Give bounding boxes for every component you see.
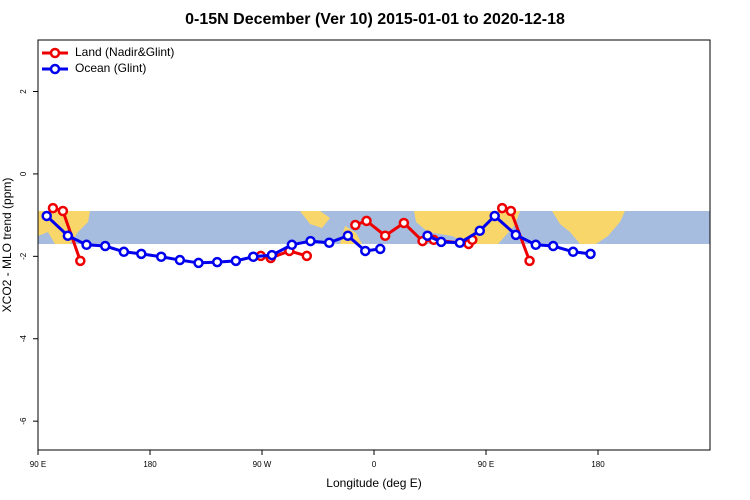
data-point [454,237,466,248]
x-tick-label: 90 E [478,460,494,469]
map-background [38,211,710,244]
y-tick-label: -4 [19,335,28,343]
data-point [248,251,259,262]
y-tick-label: -2 [19,252,28,260]
chart-title: 0-15N December (Ver 10) 2015-01-01 to 20… [185,11,565,28]
y-tick-label: 2 [19,89,28,94]
data-point [193,257,204,269]
data-point [567,246,579,258]
data-point [99,240,111,252]
data-point [41,210,52,222]
legend-marker [49,63,61,75]
data-point [286,239,298,251]
data-point [398,217,410,229]
plot-frame [37,39,711,451]
data-point [301,250,313,262]
x-tick-label: 90 W [253,460,272,469]
data-point [374,243,386,255]
data-point [342,230,354,241]
data-point [305,235,316,247]
data-point [136,248,147,260]
data-point [547,240,559,252]
data-point [75,255,86,267]
data-point [422,230,433,241]
data-point [118,246,130,258]
data-point [174,254,186,266]
legend-label: Land (Nadir&Glint) [75,45,174,59]
data-point [211,256,223,268]
data-point [230,255,242,267]
data-point [57,205,69,217]
data-point [524,255,535,267]
data-point [379,230,391,241]
legend-marker [49,47,61,59]
data-point [585,248,596,260]
data-point [510,229,522,241]
legend-label: Ocean (Glint) [75,61,146,75]
x-tick-label: 180 [143,460,157,469]
data-point [323,237,335,248]
x-tick-label: 90 E [30,460,46,469]
data-point [266,249,278,261]
x-axis-label: Longitude (deg E) [326,476,421,490]
data-point [350,219,361,231]
y-axis-label: XCO2 - MLO trend (ppm) [0,178,14,313]
y-tick-label: -6 [19,417,28,425]
data-point [62,230,74,241]
data-point [81,239,92,251]
x-tick-label: 180 [591,460,605,469]
data-point [47,202,59,214]
data-point [435,236,447,248]
data-point [496,202,508,214]
legend: Land (Nadir&Glint) Ocean (Glint) [42,45,174,75]
x-tick-label: 0 [372,460,377,469]
data-point [155,251,167,262]
data-point [530,239,542,251]
data-point [474,225,486,237]
y-tick-label: 0 [19,171,28,176]
data-point [489,210,500,222]
data-point [505,205,517,217]
data-point [361,215,372,227]
data-point [360,245,371,257]
